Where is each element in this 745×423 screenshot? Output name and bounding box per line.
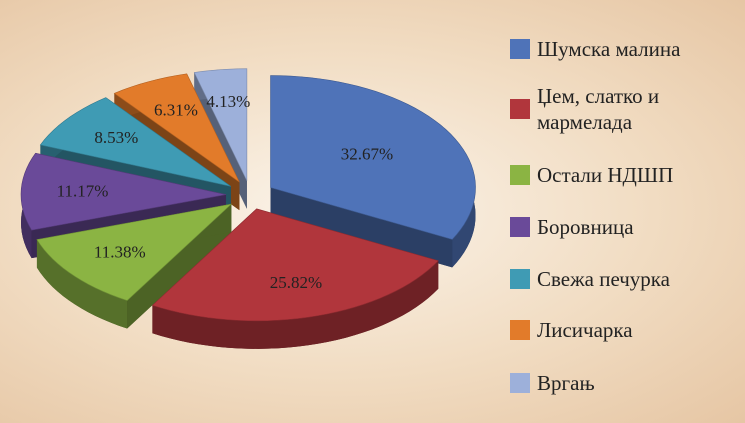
slice [270, 75, 476, 240]
legend-entry: Лисичарка [510, 317, 722, 343]
legend-entry: Боровница [510, 214, 722, 240]
legend-entry: Џем, слатко и мармелада [510, 83, 687, 135]
legend-label: Лисичарка [537, 318, 633, 342]
data-label: 8.53% [94, 128, 138, 147]
data-label: 11.38% [94, 242, 146, 261]
slice-rim [36, 239, 128, 329]
legend-swatch [510, 373, 530, 393]
data-label: 4.13% [206, 92, 250, 111]
legend-swatch [510, 269, 530, 289]
slice-side [270, 75, 476, 268]
legend-label: Свежа печурка [537, 267, 671, 291]
slice [113, 73, 240, 183]
slice-side [36, 203, 233, 329]
legend-label: Вргањ [537, 371, 595, 395]
legend-entry: Свежа печурка [510, 266, 722, 292]
legend-swatch [510, 217, 530, 237]
legend-entry: Остали НДШП [510, 162, 722, 188]
slice [20, 152, 227, 231]
slice-side [151, 208, 439, 349]
slice [36, 203, 233, 301]
legend: Шумска малина Џем, слатко и мармелада Оста… [510, 0, 740, 423]
data-label: 32.67% [341, 145, 393, 164]
data-label: 6.31% [154, 101, 198, 120]
legend-label: Џем, слатко и мармелада [537, 84, 660, 134]
legend-swatch [510, 99, 530, 119]
slice-wall [270, 187, 453, 268]
legend-label: Остали НДШП [537, 163, 674, 187]
data-label: 25.82% [270, 273, 322, 292]
legend-entry: Шумска малина [510, 36, 722, 62]
slice [193, 68, 248, 181]
legend-label: Шумска малина [537, 37, 681, 61]
slice [39, 97, 232, 187]
pie-chart: 32.67% 25.82% 11.38% 11.17% 8.53% 6.31% 4.13% [20, 68, 476, 349]
data-label: 11.17% [57, 181, 109, 200]
legend-swatch [510, 39, 530, 59]
legend-entry: Вргањ [510, 370, 722, 396]
legend-swatch [510, 320, 530, 340]
slice-rim [152, 260, 439, 349]
legend-swatch [510, 165, 530, 185]
slice [151, 208, 439, 322]
legend-label: Боровница [537, 215, 634, 239]
